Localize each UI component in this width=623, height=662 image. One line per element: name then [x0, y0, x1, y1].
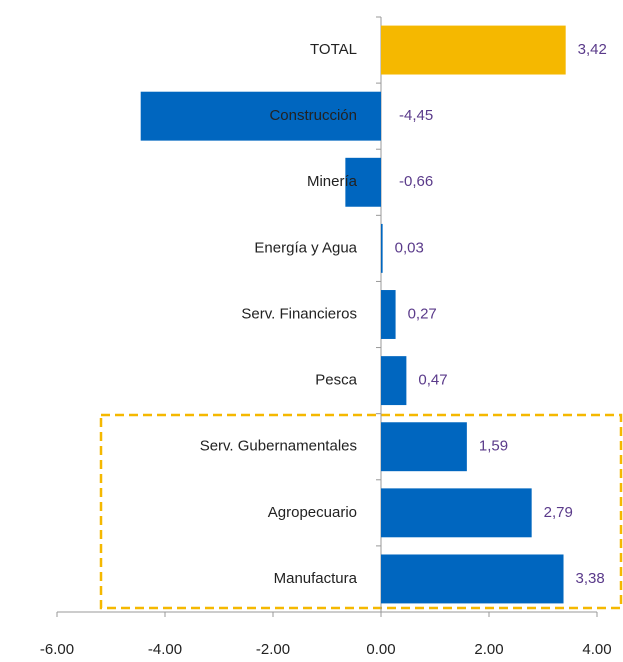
category-label: Agropecuario — [268, 504, 357, 521]
highlight-box — [99, 413, 623, 610]
bar — [381, 422, 467, 472]
x-tick-label: -2.00 — [256, 641, 290, 658]
category-label: Minería — [307, 173, 358, 190]
x-tick-label: -6.00 — [40, 641, 74, 658]
bar — [140, 91, 381, 141]
value-label: -0,66 — [399, 173, 433, 190]
category-label: Energía y Agua — [254, 239, 357, 256]
bar — [381, 25, 566, 75]
value-label: 2,79 — [544, 504, 573, 521]
bar — [345, 157, 381, 207]
x-tick-label: 4.00 — [582, 641, 611, 658]
bar — [381, 290, 396, 339]
value-label: 1,59 — [479, 438, 508, 455]
bar — [381, 356, 407, 406]
x-tick-label: 2.00 — [474, 641, 503, 658]
value-label: 0,47 — [418, 372, 447, 389]
category-label: Pesca — [315, 372, 357, 389]
category-label: Construcción — [269, 107, 357, 124]
bar — [381, 488, 532, 538]
bar — [381, 223, 383, 273]
category-label: TOTAL — [310, 41, 357, 58]
category-label: Serv. Financieros — [241, 305, 357, 322]
x-tick-label: -4.00 — [148, 641, 182, 658]
x-tick-label: 0.00 — [366, 641, 395, 658]
value-label: 3,42 — [578, 41, 607, 58]
value-label: 0,03 — [395, 239, 424, 256]
value-label: -4,45 — [399, 107, 433, 124]
bar — [381, 554, 564, 604]
value-label: 0,27 — [408, 305, 437, 322]
value-label: 3,38 — [576, 570, 605, 587]
category-label: Serv. Gubernamentales — [200, 438, 357, 455]
category-label: Manufactura — [274, 570, 358, 587]
